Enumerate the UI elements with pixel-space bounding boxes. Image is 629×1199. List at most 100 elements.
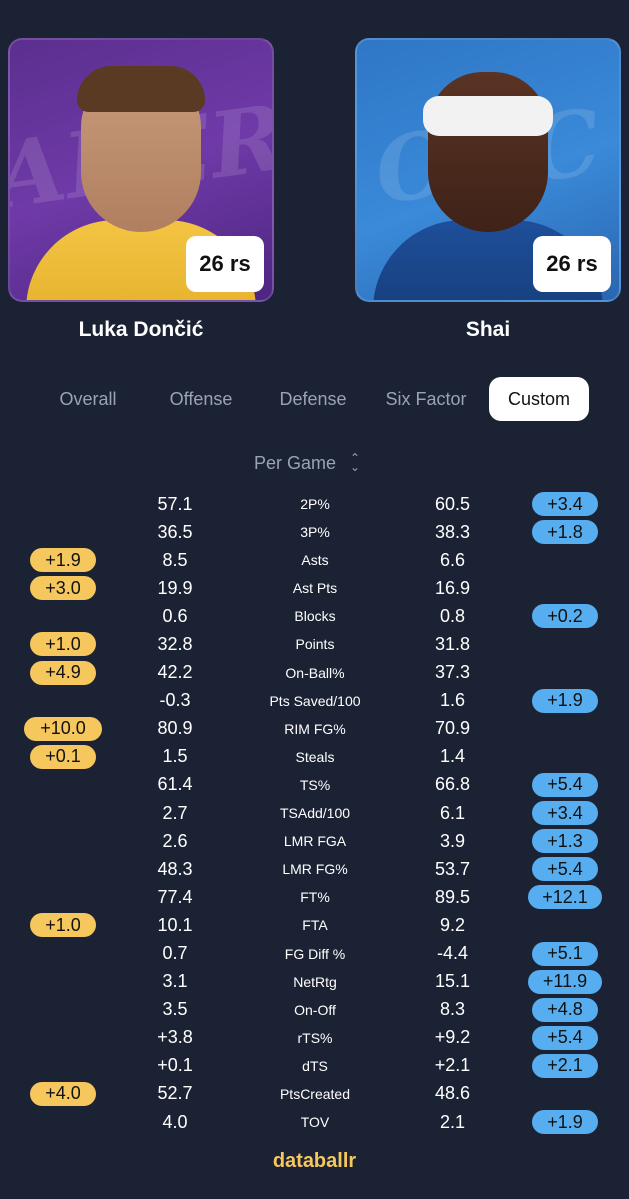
stats-table: 57.1 2P% 60.5 +3.4 36.5 3P% 38.3 +1.8 +1.9 8.5 Ast… xyxy=(0,490,629,1136)
stat-row: 0.6 Blocks 0.8 +0.2 xyxy=(0,602,629,630)
stat-row: 48.3 LMR FG% 53.7 +5.4 xyxy=(0,855,629,883)
left-value: 4.0 xyxy=(162,1111,188,1132)
stat-name: NetRtg xyxy=(293,973,337,990)
stat-row: 4.0 TOV 2.1 +1.9 xyxy=(0,1108,629,1136)
tab-offense[interactable]: Offense xyxy=(169,388,233,409)
right-value: 38.3 xyxy=(434,521,471,542)
right-value: 6.6 xyxy=(439,549,466,570)
tab-six-factor[interactable]: Six Factor xyxy=(385,388,467,409)
brand-logo: databallr xyxy=(272,1150,357,1172)
stat-name: Ast Pts xyxy=(292,580,338,597)
left-value: 52.7 xyxy=(157,1083,193,1104)
left-value: 3.1 xyxy=(162,971,188,992)
left-value: 57.1 xyxy=(157,493,193,514)
mode-label: Per Game xyxy=(254,452,337,473)
stat-name: Blocks xyxy=(294,608,336,625)
player-headband xyxy=(423,96,553,136)
right-value: 37.3 xyxy=(434,662,471,683)
right-value: 16.9 xyxy=(434,577,471,598)
stat-name: 3P% xyxy=(300,524,330,541)
games-badge[interactable]: 26 rs xyxy=(533,236,611,292)
stat-name: Points xyxy=(295,636,335,653)
left-diff-badge: +1.0 xyxy=(30,913,96,938)
stat-name: FTA xyxy=(302,917,328,934)
stat-name: TSAdd/100 xyxy=(279,805,351,822)
stat-row: -0.3 Pts Saved/100 1.6 +1.9 xyxy=(0,687,629,715)
left-diff-badge: +4.0 xyxy=(30,1081,96,1106)
right-value: 2.1 xyxy=(439,1111,466,1132)
right-diff-badge: +3.4 xyxy=(532,801,598,826)
right-value: 48.6 xyxy=(434,1083,471,1104)
right-diff-badge: +5.4 xyxy=(532,772,598,797)
left-value: 0.6 xyxy=(162,605,188,626)
left-value: 42.2 xyxy=(157,662,193,683)
tab-custom[interactable]: Custom xyxy=(489,377,589,421)
stat-name: On-Ball% xyxy=(285,664,345,681)
right-value: +9.2 xyxy=(434,1027,471,1048)
right-value: 1.4 xyxy=(439,746,466,767)
stat-name: FT% xyxy=(300,889,330,906)
right-value: 66.8 xyxy=(434,774,471,795)
left-value: 77.4 xyxy=(157,886,193,907)
tab-overall[interactable]: Overall xyxy=(59,388,117,409)
right-diff-badge: +1.3 xyxy=(532,829,598,854)
stat-row: +3.0 19.9 Ast Pts 16.9 xyxy=(0,574,629,602)
stat-name: Pts Saved/100 xyxy=(269,692,361,709)
right-value: 89.5 xyxy=(434,886,471,907)
stat-row: 57.1 2P% 60.5 +3.4 xyxy=(0,490,629,518)
right-diff-badge: +5.1 xyxy=(532,941,598,966)
right-diff-badge: +5.4 xyxy=(532,857,598,882)
stat-name: RIM FG% xyxy=(284,720,346,737)
games-badge[interactable]: 26 rs xyxy=(186,236,264,292)
left-value: 61.4 xyxy=(157,774,193,795)
mode-selector[interactable]: Per Game ⌃ ⌄ xyxy=(254,450,360,476)
player-card-right[interactable]: OKC 26 rs xyxy=(355,38,621,302)
stat-row: +4.9 42.2 On-Ball% 37.3 xyxy=(0,659,629,687)
stat-name: FG Diff % xyxy=(284,945,346,962)
right-diff-badge: +1.8 xyxy=(532,520,598,545)
stat-name: rTS% xyxy=(297,1029,333,1046)
right-diff-badge: +4.8 xyxy=(532,997,598,1022)
right-value: 70.9 xyxy=(434,718,471,739)
category-tabs: Overall Offense Defense Six Factor Custo… xyxy=(0,377,629,421)
left-diff-badge: +4.9 xyxy=(30,660,96,685)
player-name-left: Luka Dončić xyxy=(78,318,204,341)
left-value: +0.1 xyxy=(157,1055,193,1076)
right-value: 3.9 xyxy=(439,830,466,851)
stat-row: 2.6 LMR FGA 3.9 +1.3 xyxy=(0,827,629,855)
tab-defense[interactable]: Defense xyxy=(279,388,347,409)
sort-chevron-icon: ⌃ ⌄ xyxy=(350,451,361,474)
stat-row: +1.0 32.8 Points 31.8 xyxy=(0,630,629,658)
stat-name: On-Off xyxy=(294,1001,336,1018)
right-value: 53.7 xyxy=(434,858,471,879)
right-value: 9.2 xyxy=(439,914,466,935)
stat-row: +3.8 rTS% +9.2 +5.4 xyxy=(0,1024,629,1052)
stat-row: 3.5 On-Off 8.3 +4.8 xyxy=(0,996,629,1024)
left-value: 8.5 xyxy=(162,549,188,570)
right-value: -4.4 xyxy=(436,943,469,963)
left-value: 1.5 xyxy=(162,746,188,767)
right-value: 1.6 xyxy=(439,690,466,711)
stat-row: +4.0 52.7 PtsCreated 48.6 xyxy=(0,1080,629,1108)
left-value: 48.3 xyxy=(157,858,193,879)
left-value: 32.8 xyxy=(157,633,193,654)
left-diff-badge: +3.0 xyxy=(30,576,96,601)
stat-row: +1.0 10.1 FTA 9.2 xyxy=(0,911,629,939)
right-diff-badge: +1.9 xyxy=(532,1110,598,1135)
stat-row: 0.7 FG Diff % -4.4 +5.1 xyxy=(0,940,629,968)
right-value: 15.1 xyxy=(434,971,471,992)
right-value: 31.8 xyxy=(434,633,471,654)
right-diff-badge: +11.9 xyxy=(528,969,602,994)
stat-name: LMR FGA xyxy=(283,833,347,850)
stat-row: +1.9 8.5 Asts 6.6 xyxy=(0,546,629,574)
right-diff-badge: +3.4 xyxy=(532,492,598,516)
stat-name: Asts xyxy=(301,552,329,569)
left-value: +3.8 xyxy=(157,1027,193,1048)
stat-name: TS% xyxy=(299,776,331,793)
stat-name: LMR FG% xyxy=(282,861,348,878)
left-value: 10.1 xyxy=(157,914,193,935)
stat-row: +10.0 80.9 RIM FG% 70.9 xyxy=(0,715,629,743)
stat-name: TOV xyxy=(300,1114,330,1131)
player-card-left[interactable]: LAKERS 26 rs xyxy=(8,38,274,302)
left-value: 2.6 xyxy=(162,830,188,851)
